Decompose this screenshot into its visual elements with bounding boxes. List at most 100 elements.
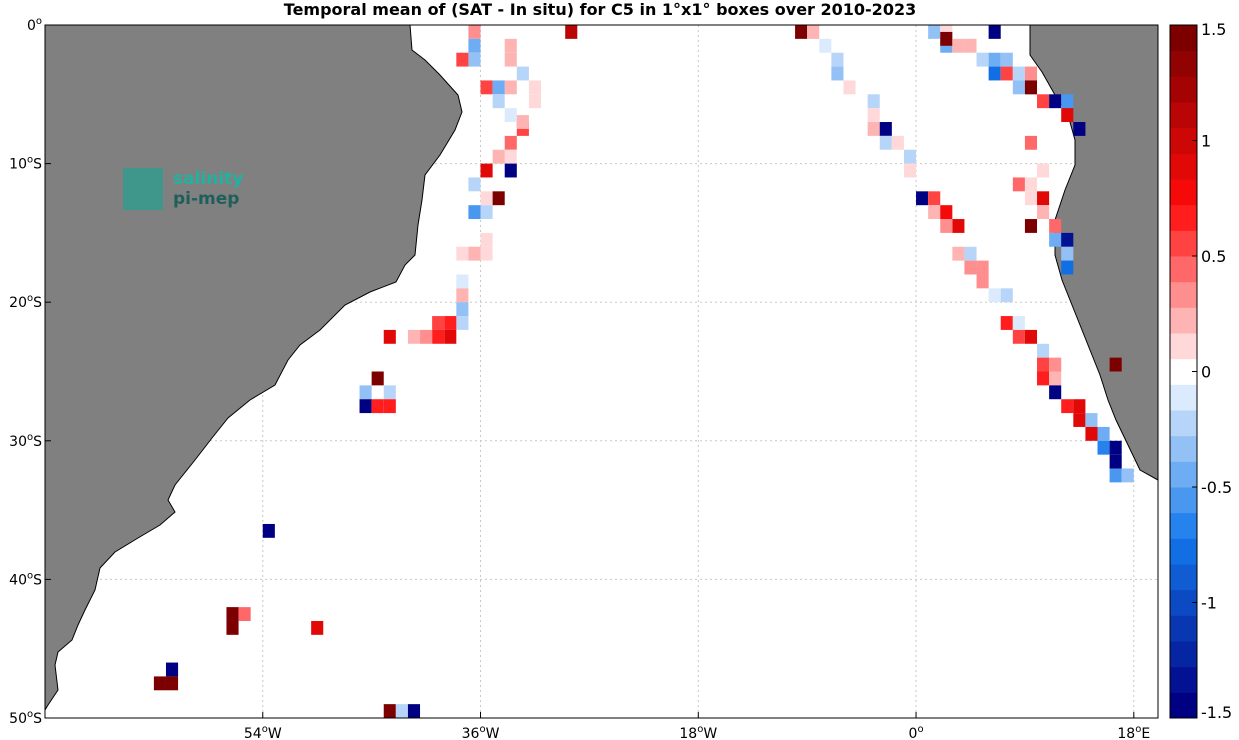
data-cell xyxy=(468,25,481,39)
data-cell xyxy=(867,108,880,123)
data-cell xyxy=(831,52,844,67)
data-cell xyxy=(528,80,542,95)
data-cell xyxy=(565,25,578,39)
data-cell xyxy=(1097,440,1110,455)
data-cell xyxy=(1037,205,1050,220)
data-cell xyxy=(928,205,941,220)
axis-tick-label: 18oW xyxy=(679,724,717,740)
data-cell xyxy=(988,66,1001,81)
data-cell xyxy=(1037,371,1050,386)
data-cell xyxy=(504,38,517,53)
data-cell xyxy=(420,329,433,344)
data-cell xyxy=(1061,246,1074,261)
data-cell xyxy=(238,607,251,621)
data-cell xyxy=(1037,94,1050,109)
data-cell xyxy=(1024,191,1038,206)
data-cell xyxy=(383,329,396,344)
colorbar-tick-label: -0.5 xyxy=(1201,478,1232,497)
data-cell xyxy=(1073,122,1086,136)
data-cell xyxy=(1061,108,1074,123)
data-cell xyxy=(395,704,408,718)
data-cell xyxy=(456,302,469,317)
data-cell xyxy=(456,246,469,261)
data-cell xyxy=(226,620,239,635)
data-cell xyxy=(383,704,396,718)
data-cell xyxy=(891,135,904,150)
data-cell xyxy=(1024,135,1038,150)
data-cell xyxy=(468,246,481,261)
logo-mark xyxy=(123,168,163,210)
data-cell xyxy=(1109,440,1122,455)
data-cell xyxy=(516,66,529,81)
colorbar-swatch xyxy=(1170,384,1197,411)
data-cell xyxy=(1000,288,1013,303)
data-cell xyxy=(480,191,493,206)
data-cell xyxy=(407,329,421,344)
data-cell xyxy=(952,219,965,233)
map-title: Temporal mean of (SAT - In situ) for C5 … xyxy=(283,0,917,19)
data-cell xyxy=(456,52,469,67)
data-cell xyxy=(903,149,917,164)
data-cell xyxy=(1073,413,1086,427)
data-cell xyxy=(468,38,481,53)
data-cell xyxy=(1061,94,1074,109)
data-cell xyxy=(504,135,517,150)
logo-line2: pi-mep xyxy=(173,189,239,209)
data-cell xyxy=(504,149,517,164)
data-cell xyxy=(516,115,529,129)
data-cell xyxy=(1012,329,1025,344)
data-cell xyxy=(468,177,481,192)
axis-tick-label: 0o xyxy=(27,16,42,34)
data-cell xyxy=(1049,232,1062,247)
plot-frame xyxy=(44,24,1159,719)
colorbar-swatch xyxy=(1170,487,1197,514)
colorbar-swatch xyxy=(1170,435,1197,462)
colorbar-swatch xyxy=(1170,204,1197,231)
data-cell xyxy=(867,122,880,136)
colorbar-swatch xyxy=(1170,410,1197,437)
axis-tick-label: 50oS xyxy=(9,709,42,727)
data-cell xyxy=(468,205,481,220)
colorbar-swatch xyxy=(1170,641,1197,668)
data-cell xyxy=(165,662,179,677)
data-cell xyxy=(1073,399,1086,414)
colorbar-swatch xyxy=(1170,153,1197,180)
data-cell xyxy=(504,80,517,95)
colorbar-tick-label: -1 xyxy=(1201,594,1217,613)
colorbar-tick-label: -1.5 xyxy=(1201,703,1232,722)
data-cell xyxy=(359,385,372,400)
data-cell xyxy=(432,329,445,344)
axis-tick-label: 18oE xyxy=(1117,724,1150,740)
data-cell xyxy=(262,523,275,538)
data-cell xyxy=(371,399,384,414)
data-cell xyxy=(1085,426,1098,441)
data-cell xyxy=(1037,343,1050,358)
colorbar-swatch xyxy=(1170,538,1197,565)
data-cell xyxy=(940,219,953,233)
data-cell xyxy=(359,399,372,414)
axis-tick-label: 10oS xyxy=(9,155,42,173)
data-cell xyxy=(1012,80,1025,95)
axis-tick-label: 36oW xyxy=(462,724,500,740)
data-cell xyxy=(940,31,953,46)
data-cell xyxy=(165,676,179,691)
data-cell xyxy=(988,25,1001,39)
data-cell xyxy=(1049,371,1062,386)
colorbar-swatch xyxy=(1170,281,1197,308)
colorbar-tick-label: 0.5 xyxy=(1201,247,1226,266)
colorbar-swatch xyxy=(1170,666,1197,693)
data-cell xyxy=(371,371,384,386)
colorbar-swatch xyxy=(1170,564,1197,591)
data-cell xyxy=(456,274,469,289)
data-cell xyxy=(1000,52,1013,67)
data-cell xyxy=(976,52,989,67)
logo-line1: salinity xyxy=(173,169,243,189)
data-cell xyxy=(480,232,493,247)
data-cell xyxy=(1109,454,1122,469)
data-cell xyxy=(504,108,517,123)
data-cell xyxy=(383,399,396,414)
colorbar-swatch xyxy=(1170,25,1197,52)
axis-tick-label: 20oS xyxy=(9,293,42,311)
data-cell xyxy=(1024,80,1038,95)
data-cell xyxy=(964,246,977,261)
